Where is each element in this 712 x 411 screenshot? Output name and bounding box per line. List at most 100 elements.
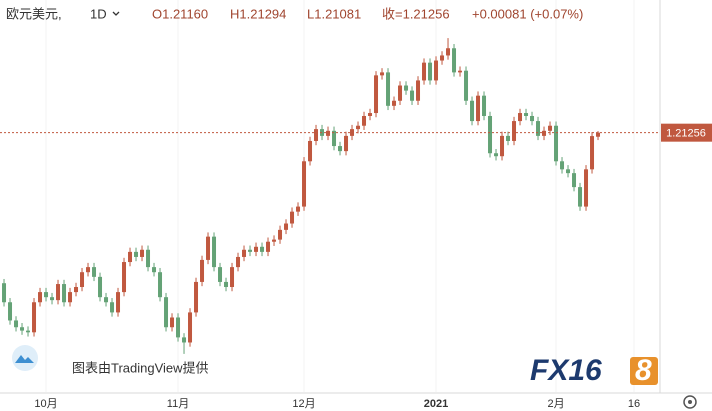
candle-body: [530, 115, 535, 122]
candle-body: [86, 267, 91, 273]
candle-body: [98, 276, 103, 298]
logo-box: [630, 357, 658, 385]
chevron[interactable]: [112, 11, 120, 16]
candle-body: [254, 246, 259, 252]
candle-body: [68, 292, 73, 303]
candle-body: [272, 239, 277, 242]
candle-body: [524, 113, 529, 116]
ohlc-close: 收=1.21256: [382, 6, 450, 21]
candle-body: [344, 135, 349, 152]
candle-body: [512, 121, 517, 141]
candle-body: [362, 115, 367, 126]
candle-body: [314, 129, 319, 141]
candle-body: [500, 135, 505, 157]
interval[interactable]: 1D: [90, 6, 107, 21]
candle-body: [398, 85, 403, 101]
candle-body: [170, 317, 175, 328]
candle-body: [260, 246, 265, 252]
plot-area: [2, 0, 635, 392]
candle-body: [32, 302, 37, 333]
candle-body: [332, 130, 337, 147]
candle-body: [554, 125, 559, 162]
candle-body: [248, 249, 253, 252]
candle-body: [464, 70, 469, 101]
x-tick-label: 16: [628, 398, 640, 410]
candle-body: [428, 62, 433, 81]
candle-body: [494, 153, 499, 157]
candle-body: [188, 312, 193, 343]
candle-body: [44, 292, 49, 298]
candle-body: [164, 297, 169, 328]
candle-body: [560, 161, 565, 170]
candle-body: [266, 241, 271, 252]
candle-body: [56, 284, 61, 301]
candle-body: [374, 75, 379, 114]
candle-body: [542, 130, 547, 136]
ohlc-low: L1.21081: [307, 6, 361, 21]
x-tick-label: 12月: [292, 398, 315, 410]
candle-body: [62, 284, 67, 303]
candle-body: [578, 187, 583, 207]
candle-body: [488, 115, 493, 154]
candle-body: [116, 292, 121, 313]
candle-body: [206, 236, 211, 260]
candle-body: [212, 236, 217, 268]
candle-body: [134, 251, 139, 257]
logo-end: 8: [635, 354, 652, 387]
candle-body: [536, 121, 541, 136]
candle-body: [230, 267, 235, 288]
candle-body: [326, 130, 331, 136]
candle-body: [2, 283, 7, 303]
candle-body: [572, 173, 577, 188]
x-tick-label: 2021: [424, 398, 448, 410]
candle-body: [110, 302, 115, 313]
candle-body: [224, 281, 229, 288]
price-label: 1.21256: [666, 128, 706, 140]
settings-icon[interactable]: [683, 395, 697, 409]
candle-body: [80, 272, 85, 288]
candle-body: [158, 272, 163, 298]
candle-body: [140, 249, 145, 257]
candle-body: [26, 330, 31, 333]
x-tick-label: 2月: [547, 398, 564, 410]
logo: FX16: [530, 354, 602, 387]
candle-body: [440, 55, 445, 61]
candle-body: [302, 161, 307, 207]
candle-body: [218, 267, 223, 282]
candle-body: [386, 72, 391, 106]
candle-body: [482, 95, 487, 116]
candle-body: [380, 72, 385, 76]
candle-body: [14, 320, 19, 328]
candle-body: [92, 267, 97, 277]
candle-body: [308, 140, 313, 162]
candle-body: [284, 223, 289, 230]
candle-body: [290, 211, 295, 224]
candle-body: [194, 281, 199, 313]
candle-body: [338, 146, 343, 152]
candle-body: [422, 62, 427, 81]
candle-body: [410, 90, 415, 101]
candle-body: [152, 267, 157, 273]
candle-body: [38, 292, 43, 303]
x-tick-label: 11月: [167, 398, 189, 410]
candle-body: [548, 125, 553, 131]
candle-body: [590, 136, 595, 170]
candle-body: [128, 251, 133, 263]
candle-body: [296, 206, 301, 212]
candle-body: [458, 70, 463, 73]
candle-body: [434, 60, 439, 81]
candle-body: [146, 249, 151, 268]
candle-body: [584, 169, 589, 207]
candle-body: [236, 256, 241, 268]
candle-body: [416, 80, 421, 101]
candle-body: [74, 287, 79, 293]
candle-body: [8, 302, 13, 321]
candle-body: [320, 129, 325, 136]
candle-body: [20, 327, 25, 331]
candle-body: [104, 297, 109, 303]
candle-body: [446, 48, 451, 56]
candle-body: [200, 259, 205, 282]
candle-body: [476, 95, 481, 122]
